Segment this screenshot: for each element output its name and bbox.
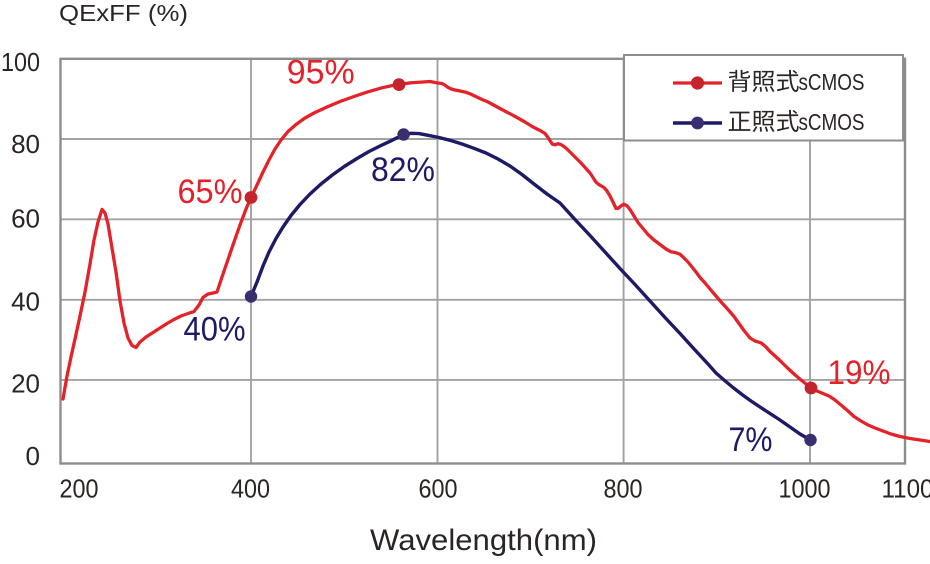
svg-text:95%: 95%	[287, 54, 355, 92]
svg-text:20: 20	[11, 369, 40, 399]
svg-text:QExFF (%): QExFF (%)	[59, 0, 188, 26]
svg-text:0: 0	[26, 441, 40, 471]
svg-text:sCMOS: sCMOS	[799, 69, 865, 95]
svg-text:80: 80	[11, 129, 40, 159]
svg-text:800: 800	[604, 474, 643, 504]
svg-text:100: 100	[1, 47, 40, 77]
svg-text:82%: 82%	[371, 151, 435, 189]
svg-text:65%: 65%	[178, 173, 243, 211]
svg-text:1000: 1000	[779, 474, 831, 504]
svg-text:60: 60	[11, 204, 40, 234]
svg-text:40: 40	[11, 287, 40, 317]
svg-text:7%: 7%	[729, 421, 773, 459]
svg-text:1100: 1100	[882, 474, 930, 504]
svg-text:600: 600	[419, 474, 458, 504]
svg-text:200: 200	[60, 474, 99, 504]
svg-text:Wavelength(nm): Wavelength(nm)	[370, 524, 597, 557]
svg-text:sCMOS: sCMOS	[799, 109, 865, 135]
svg-text:400: 400	[231, 474, 270, 504]
svg-text:40%: 40%	[184, 310, 246, 348]
svg-text:19%: 19%	[828, 354, 891, 392]
